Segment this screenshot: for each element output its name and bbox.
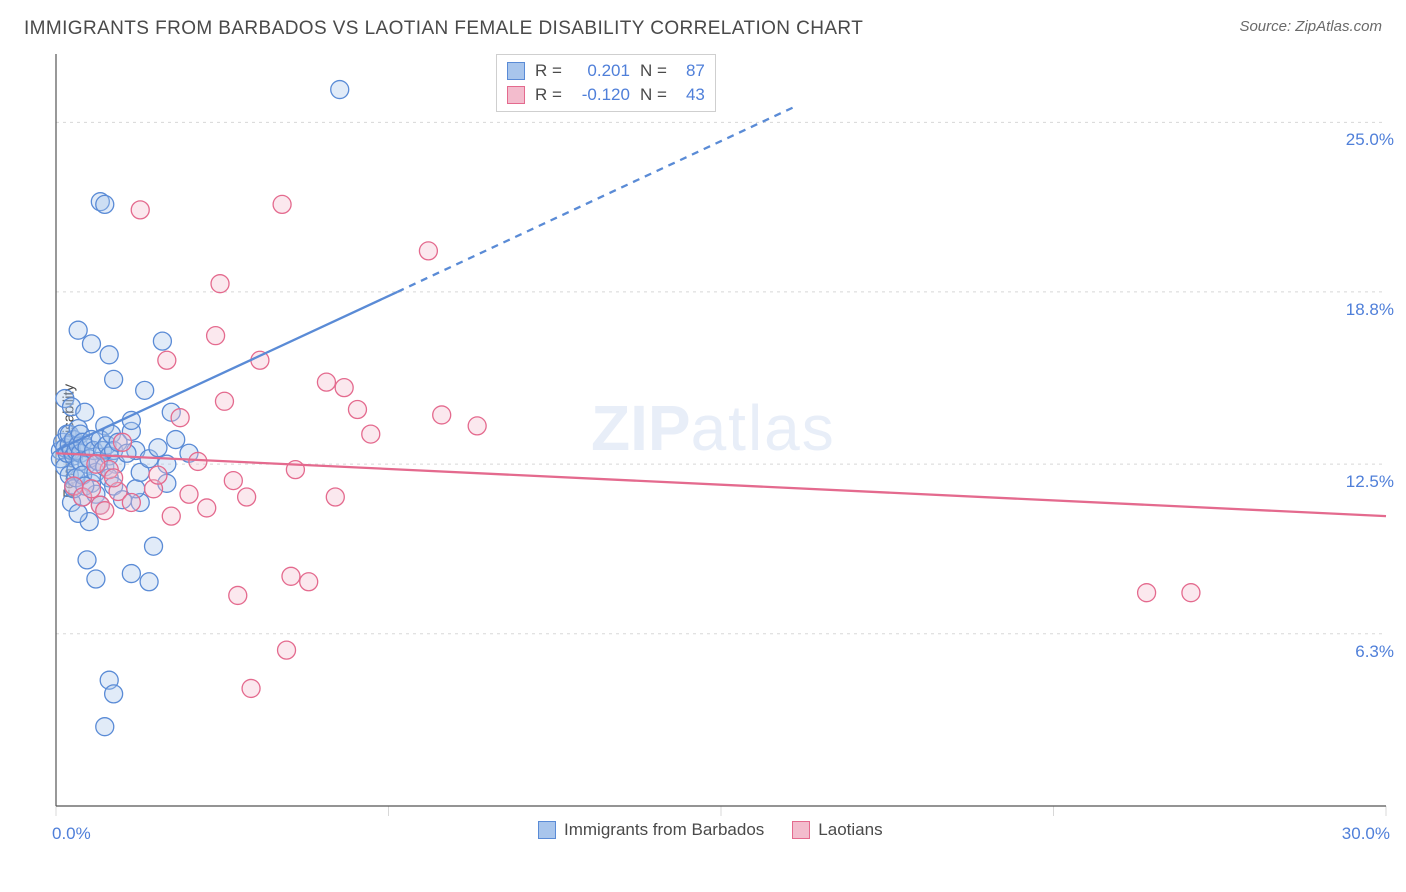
- legend-label-barbados: Immigrants from Barbados: [564, 820, 764, 840]
- legend-item-laotians: Laotians: [792, 820, 882, 840]
- y-tick-label: 18.8%: [1346, 300, 1394, 320]
- n-label: N =: [640, 61, 667, 81]
- r-label: R =: [535, 61, 562, 81]
- r-label: R =: [535, 85, 562, 105]
- legend-label-laotians: Laotians: [818, 820, 882, 840]
- x-axis-max-label: 30.0%: [1342, 824, 1390, 844]
- y-tick-label: 6.3%: [1355, 642, 1394, 662]
- y-tick-label: 12.5%: [1346, 472, 1394, 492]
- swatch-laotians: [507, 86, 525, 104]
- legend: Immigrants from Barbados Laotians: [538, 820, 883, 840]
- n-value-barbados: 87: [677, 61, 705, 81]
- r-value-laotians: -0.120: [572, 85, 630, 105]
- source-label: Source: ZipAtlas.com: [1239, 18, 1382, 35]
- chart-title: IMMIGRANTS FROM BARBADOS VS LAOTIAN FEMA…: [24, 18, 863, 40]
- stats-row-laotians: R = -0.120 N = 43: [507, 83, 705, 107]
- swatch-barbados: [507, 62, 525, 80]
- n-value-laotians: 43: [677, 85, 705, 105]
- stats-box: R = 0.201 N = 87 R = -0.120 N = 43: [496, 54, 716, 112]
- swatch-laotians: [792, 821, 810, 839]
- swatch-barbados: [538, 821, 556, 839]
- y-tick-label: 25.0%: [1346, 130, 1394, 150]
- plot-area: Female Disability ZIPatlas 6.3%12.5%18.8…: [48, 46, 1394, 836]
- stats-row-barbados: R = 0.201 N = 87: [507, 59, 705, 83]
- r-value-barbados: 0.201: [572, 61, 630, 81]
- chart-svg: [48, 46, 1394, 836]
- x-axis-min-label: 0.0%: [52, 824, 91, 844]
- legend-item-barbados: Immigrants from Barbados: [538, 820, 764, 840]
- n-label: N =: [640, 85, 667, 105]
